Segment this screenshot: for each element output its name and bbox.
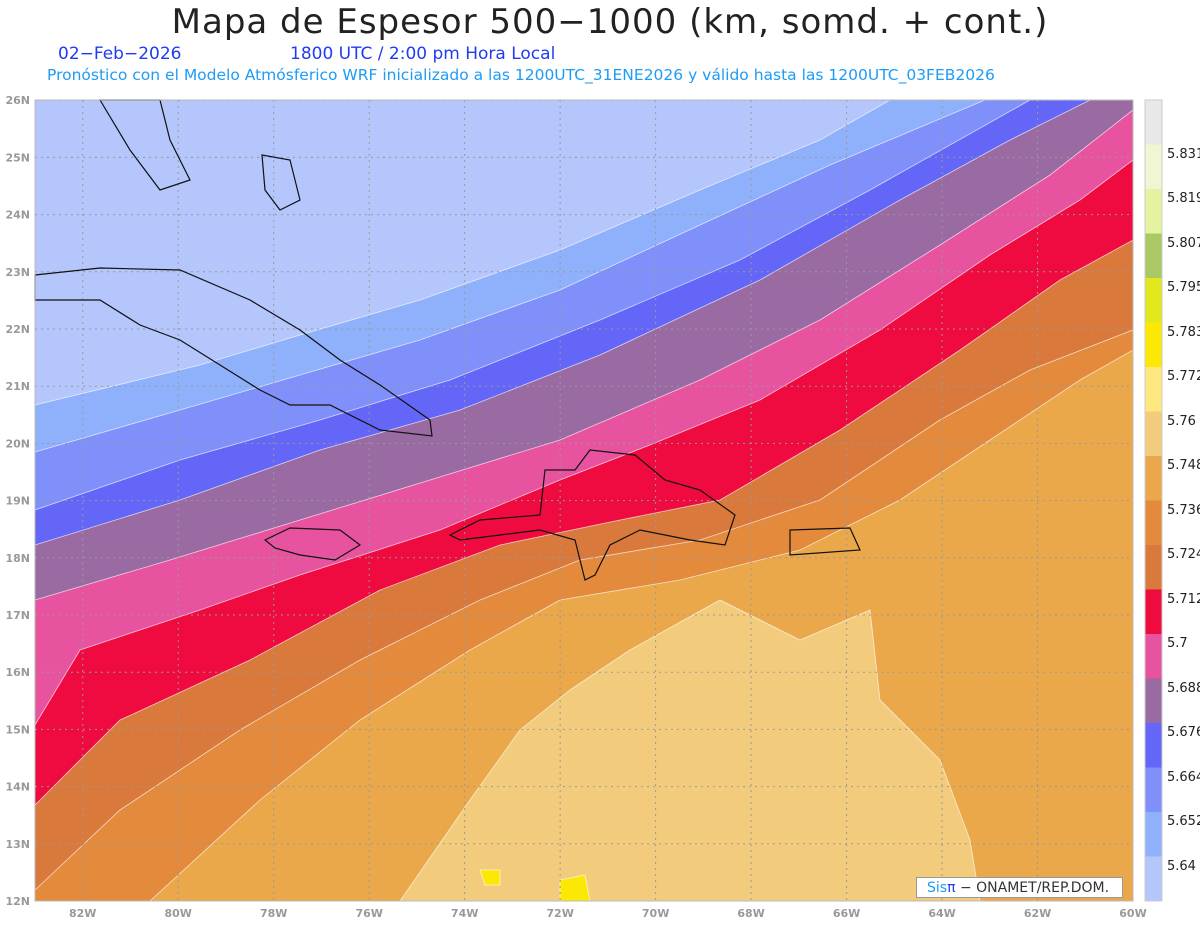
colorbar-label: 5.819 [1167, 191, 1200, 206]
coastline-hispaniola [448, 449, 736, 581]
colorbar-swatch [1145, 723, 1162, 768]
model-info: Pronóstico con el Modelo Atmósferico WRF… [47, 66, 995, 84]
colorbar-label: 5.831 [1167, 146, 1200, 162]
colorbar-swatch [1145, 500, 1162, 545]
lat-label: 25N [5, 151, 30, 164]
lat-label: 17N [5, 609, 30, 622]
map-title: Mapa de Espesor 500−1000 (km, somd. + co… [171, 2, 1049, 42]
colorbar-swatch [1145, 233, 1162, 278]
sispi-onamet-logo: Sisπ − ONAMET/REP.DOM. [916, 877, 1123, 898]
lon-label: 70W [642, 907, 669, 920]
colorbar-label: 5.712 [1167, 591, 1200, 607]
colorbar-swatch [1145, 812, 1162, 857]
colorbar-swatch [1145, 856, 1162, 901]
lat-label: 14N [5, 781, 30, 794]
colorbar-label: 5.772 [1167, 369, 1200, 384]
colorbar-swatch [1145, 100, 1162, 145]
colorbar-swatch [1145, 144, 1162, 189]
lat-label: 15N [5, 723, 30, 736]
colorbar-label: 5.795 [1167, 280, 1200, 295]
colorbar-label: 5.664 [1167, 769, 1200, 785]
lat-label: 23N [5, 266, 30, 279]
lat-label: 13N [5, 838, 30, 851]
lat-label: 26N [5, 94, 30, 107]
coastline-jamaica [263, 527, 362, 561]
lat-label: 24N [5, 209, 30, 222]
contour-band [479, 869, 501, 886]
logo-pi: π [947, 880, 956, 896]
colorbar-label: 5.688 [1167, 680, 1200, 696]
lon-label: 82W [69, 907, 96, 920]
colorbar-swatch [1145, 322, 1162, 367]
lat-label: 12N [5, 895, 30, 908]
lat-label: 21N [5, 380, 30, 393]
colorbar-label: 5.64 [1167, 858, 1196, 874]
coastline-andros [261, 154, 301, 211]
contour-band [399, 599, 981, 902]
forecast-time: 1800 UTC / 2:00 pm Hora Local [290, 44, 556, 64]
colorbar-label: 5.736 [1167, 502, 1200, 518]
colorbar-label: 5.7 [1167, 636, 1188, 651]
lon-label: 66W [833, 907, 860, 920]
colorbar-swatch [1145, 456, 1162, 501]
colorbar-swatch [1145, 589, 1162, 634]
lon-label: 78W [260, 907, 287, 920]
colorbar-label: 5.724 [1167, 547, 1200, 562]
lat-label: 19N [5, 495, 30, 508]
lon-label: 80W [164, 907, 191, 920]
colorbar-swatch [1145, 678, 1162, 723]
lat-label: 16N [5, 666, 30, 679]
lat-label: 20N [5, 437, 30, 450]
lon-label: 74W [451, 907, 478, 920]
colorbar-label: 5.807 [1167, 235, 1200, 251]
colorbar-swatch [1145, 411, 1162, 456]
colorbar-swatch [1145, 367, 1162, 412]
lat-label: 18N [5, 552, 30, 565]
lon-label: 68W [737, 907, 764, 920]
colorbar-label: 5.748 [1167, 458, 1200, 473]
lon-label: 62W [1024, 907, 1051, 920]
logo-text: − ONAMET/REP.DOM. [955, 880, 1110, 896]
lat-label: 22N [5, 323, 30, 336]
colorbar-swatch [1145, 634, 1162, 679]
colorbar-label: 5.76 [1167, 413, 1196, 429]
colorbar-label: 5.676 [1167, 725, 1200, 740]
lon-label: 76W [355, 907, 382, 920]
colorbar-label: 5.652 [1167, 814, 1200, 829]
colorbar-label: 5.783 [1167, 324, 1200, 340]
logo-sis: Sis [927, 880, 948, 896]
lon-label: 64W [928, 907, 955, 920]
colorbar-swatch [1145, 767, 1162, 812]
colorbar-swatch [1145, 545, 1162, 590]
lon-label: 72W [546, 907, 573, 920]
lon-label: 60W [1119, 907, 1146, 920]
colorbar-swatch [1145, 278, 1162, 323]
forecast-date: 02−Feb−2026 [58, 44, 182, 64]
contour-band [559, 874, 591, 902]
coastline-puerto-rico [789, 527, 861, 556]
colorbar-swatch [1145, 189, 1162, 234]
coastline-cuba [34, 267, 433, 437]
